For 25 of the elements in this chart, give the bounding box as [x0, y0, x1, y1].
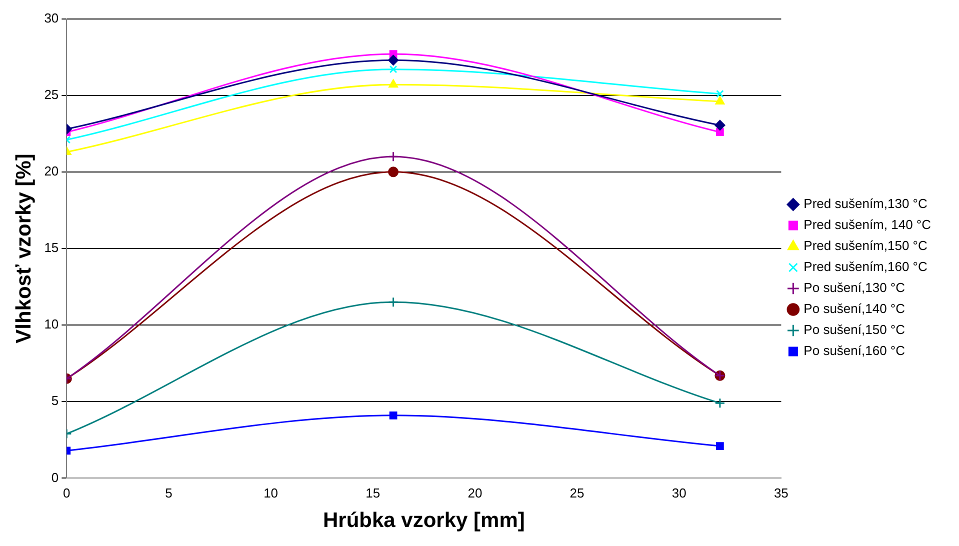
legend-label: Pred sušením,150 °C	[804, 238, 928, 254]
legend-label: Po sušení,160 °C	[804, 343, 906, 358]
y-axis-title: Vlhkosť vzorky [%]	[12, 154, 36, 344]
y-tick-label: 5	[51, 393, 59, 408]
legend-label: Po sušení,130 °C	[804, 280, 906, 296]
legend-label: Po sušení,150 °C	[804, 322, 906, 338]
legend-label: Pred sušením,160 °C	[804, 259, 928, 274]
y-tick-label: 0	[51, 470, 59, 485]
y-tick-label: 30	[44, 10, 59, 26]
x-tick-label: 20	[468, 486, 482, 501]
x-tick-label: 15	[366, 486, 380, 501]
y-tick-label: 20	[44, 164, 59, 179]
x-tick-label: 25	[570, 486, 584, 501]
legend-label: Po sušení,140 °C	[804, 301, 906, 316]
y-tick-label: 15	[44, 240, 59, 256]
x-tick-label: 5	[165, 486, 172, 501]
y-tick-label: 25	[44, 86, 59, 102]
x-axis-title: Hrúbka vzorky [mm]	[322, 509, 525, 532]
x-tick-label: 30	[672, 486, 686, 501]
x-tick-label: 35	[774, 486, 788, 501]
y-tick-label: 10	[44, 316, 59, 332]
legend-label: Pred sušením,130 °C	[804, 196, 928, 212]
x-tick-label: 10	[264, 486, 278, 501]
x-tick-label: 0	[63, 486, 70, 501]
legend-label: Pred sušením, 140 °C	[804, 217, 932, 232]
